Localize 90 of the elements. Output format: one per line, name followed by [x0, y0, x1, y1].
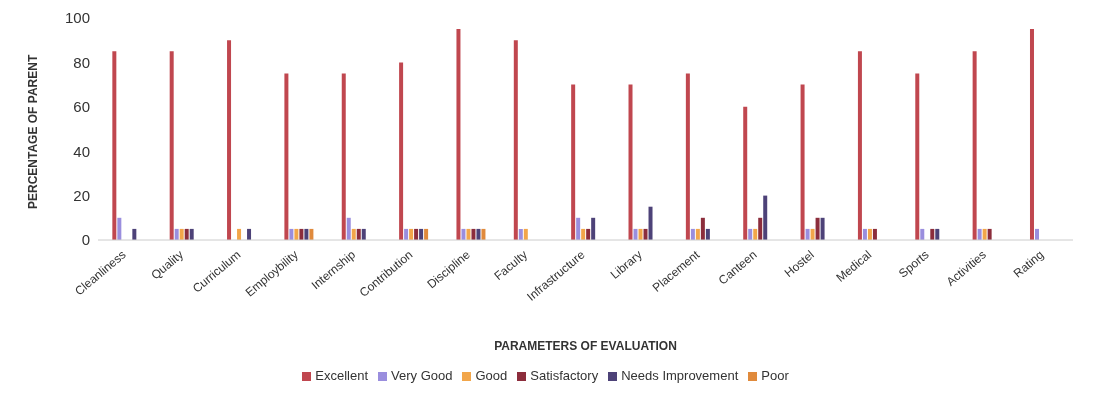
y-axis-title: PERCENTAGE OF PARENT	[26, 54, 41, 209]
bar	[643, 228, 648, 240]
bar	[915, 73, 920, 240]
bar	[648, 206, 653, 240]
bar	[247, 228, 252, 240]
bar	[356, 228, 361, 240]
bar	[920, 228, 925, 240]
bar	[581, 228, 586, 240]
bar	[399, 62, 404, 240]
bar	[862, 228, 867, 240]
bar	[628, 84, 633, 240]
bar	[743, 106, 748, 240]
legend-label: Good	[475, 368, 508, 383]
bar	[857, 51, 862, 240]
bar	[867, 228, 872, 240]
legend-label: Very Good	[391, 368, 453, 383]
bar	[805, 228, 810, 240]
bar	[1034, 228, 1039, 240]
legend-label: Satisfactory	[530, 368, 599, 383]
bar	[409, 228, 414, 240]
bar	[705, 228, 710, 240]
bar	[513, 40, 518, 240]
bar	[174, 228, 179, 240]
bar	[815, 217, 820, 240]
bar	[466, 228, 471, 240]
bar	[810, 228, 815, 240]
bar	[523, 228, 528, 240]
bar	[284, 73, 289, 240]
bar	[935, 228, 940, 240]
bar	[346, 217, 351, 240]
bar	[294, 228, 299, 240]
bar	[237, 228, 242, 240]
bar	[972, 51, 977, 240]
bar	[820, 217, 825, 240]
bar	[179, 228, 184, 240]
bar	[169, 51, 174, 240]
bar	[341, 73, 346, 240]
bar	[309, 228, 314, 240]
bar	[299, 228, 304, 240]
bar	[414, 228, 419, 240]
bar	[987, 228, 992, 240]
bar	[638, 228, 643, 240]
bar	[930, 228, 935, 240]
bar	[872, 228, 877, 240]
bar	[1029, 29, 1034, 240]
y-tick-label: 100	[64, 9, 90, 27]
bar	[132, 228, 137, 240]
bar	[476, 228, 481, 240]
y-tick-label: 0	[81, 231, 90, 249]
bar	[748, 228, 753, 240]
bar	[227, 40, 232, 240]
bar	[685, 73, 690, 240]
bar	[289, 228, 294, 240]
bar	[404, 228, 409, 240]
legend-label: Excellent	[315, 368, 369, 383]
bar	[304, 228, 309, 240]
bar	[184, 228, 189, 240]
bar	[571, 84, 576, 240]
bar	[758, 217, 763, 240]
bar	[461, 228, 466, 240]
bar	[351, 228, 356, 240]
bar	[586, 228, 591, 240]
bar	[690, 228, 695, 240]
bar	[117, 217, 122, 240]
bar	[763, 195, 768, 240]
bar	[471, 228, 476, 240]
legend-label: Needs Improvement	[621, 368, 739, 383]
bar	[481, 228, 486, 240]
bar	[456, 29, 461, 240]
bar	[700, 217, 705, 240]
bar	[695, 228, 700, 240]
bar	[753, 228, 758, 240]
bar	[424, 228, 429, 240]
x-axis-title: PARAMETERS OF EVALUATION	[494, 339, 677, 353]
bar	[518, 228, 523, 240]
bar	[361, 228, 366, 240]
bar	[800, 84, 805, 240]
legend-label: Poor	[761, 368, 789, 383]
y-tick-label: 80	[73, 53, 90, 71]
y-tick-label: 20	[73, 186, 90, 204]
y-tick-label: 40	[73, 142, 90, 160]
bar	[977, 228, 982, 240]
bar	[419, 228, 424, 240]
bar	[633, 228, 638, 240]
bar	[982, 228, 987, 240]
bar	[576, 217, 581, 240]
y-tick-label: 60	[73, 98, 90, 116]
bar	[591, 217, 596, 240]
bar	[189, 228, 194, 240]
bar	[112, 51, 117, 240]
